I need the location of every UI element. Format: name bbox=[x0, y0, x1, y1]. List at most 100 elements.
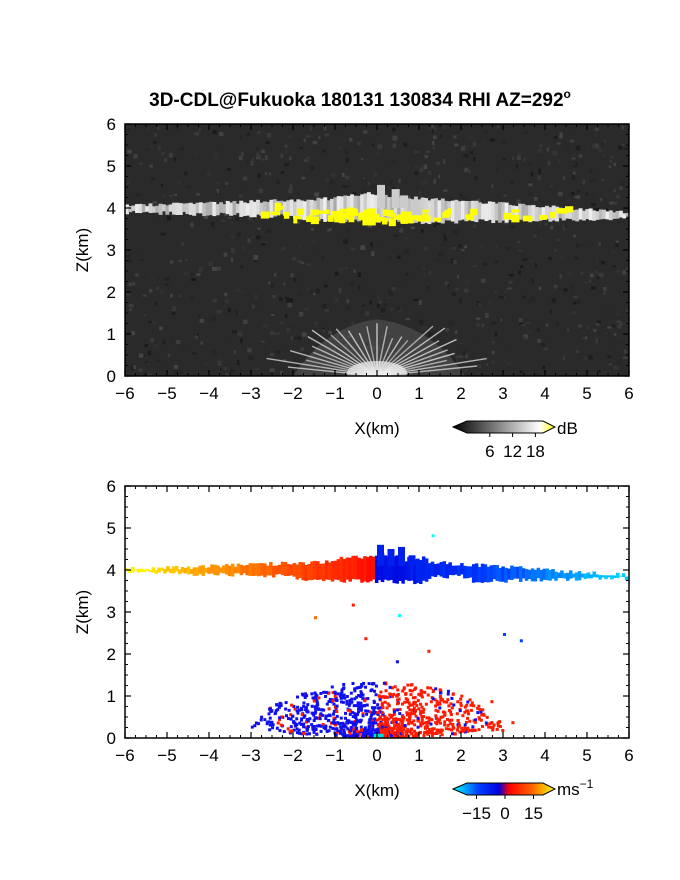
y-tick-label: 2 bbox=[107, 645, 116, 664]
noise-speck bbox=[444, 302, 449, 305]
noise-speck bbox=[256, 227, 261, 231]
strong-echo-cell bbox=[360, 213, 369, 218]
velocity-echo-cell bbox=[357, 732, 361, 736]
velocity-echo-cell bbox=[383, 700, 387, 704]
noise-speck bbox=[499, 296, 504, 299]
snr-colorbar-unit: dB bbox=[557, 419, 578, 438]
velocity-echo-cell bbox=[305, 718, 309, 722]
noise-speck bbox=[564, 224, 568, 228]
noise-speck bbox=[419, 167, 424, 173]
velocity-echo-cell bbox=[388, 726, 392, 730]
noise-speck bbox=[131, 330, 135, 336]
cloud-column bbox=[501, 202, 506, 221]
noise-speck bbox=[363, 177, 366, 180]
velocity-echo-cell bbox=[371, 726, 375, 730]
velocity-echo-cell bbox=[332, 702, 336, 706]
velocity-echo-cell bbox=[433, 698, 437, 702]
noise-speck bbox=[286, 328, 291, 333]
noise-speck bbox=[491, 360, 496, 364]
velocity-echo-cell bbox=[332, 718, 336, 722]
velocity-echo-cell bbox=[367, 721, 371, 725]
velocity-echo-cell bbox=[398, 712, 402, 716]
noise-speck bbox=[247, 348, 252, 353]
noise-speck bbox=[264, 172, 268, 176]
noise-speck bbox=[442, 233, 446, 237]
velocity-echo-cell bbox=[355, 686, 359, 690]
noise-speck bbox=[294, 336, 298, 340]
cloud-column bbox=[612, 212, 617, 219]
velocity-echo-cell bbox=[333, 705, 337, 709]
noise-speck bbox=[461, 248, 465, 252]
noise-speck bbox=[230, 221, 233, 225]
velocity-echo-cell bbox=[461, 714, 465, 718]
noise-speck bbox=[396, 307, 401, 311]
cloud-column bbox=[487, 201, 492, 220]
velocity-cloud-column bbox=[310, 561, 314, 581]
cloud-column bbox=[461, 200, 465, 220]
noise-speck bbox=[510, 180, 513, 184]
velocity-echo-cell bbox=[363, 728, 367, 732]
velocity-echo-cell bbox=[289, 713, 293, 717]
velocity-cloud-column bbox=[180, 567, 185, 573]
noise-speck bbox=[442, 189, 448, 192]
cloud-column bbox=[585, 209, 590, 219]
velocity-echo-cell bbox=[446, 723, 450, 727]
velocity-echo-cell bbox=[419, 724, 423, 728]
strong-echo-cell bbox=[293, 215, 298, 224]
velocity-echo-cell bbox=[406, 705, 410, 709]
velocity-echo-cell bbox=[313, 706, 317, 710]
noise-speck bbox=[322, 329, 326, 332]
velocity-echo-cell bbox=[378, 709, 382, 713]
noise-speck bbox=[212, 129, 217, 135]
velocity-echo-cell bbox=[312, 711, 316, 715]
noise-speck bbox=[613, 365, 616, 370]
velocity-echo-cell bbox=[340, 690, 344, 694]
velocity-echo-cell bbox=[434, 721, 438, 725]
noise-speck bbox=[534, 372, 540, 376]
velocity-echo-cell bbox=[398, 725, 402, 729]
velocity-echo-cell bbox=[409, 720, 413, 724]
velocity-echo-cell bbox=[361, 693, 365, 697]
noise-speck bbox=[371, 143, 375, 147]
velocity-echo-cell bbox=[380, 721, 384, 725]
noise-speck bbox=[367, 224, 373, 228]
velocity-cloud-column bbox=[324, 560, 329, 580]
noise-speck bbox=[160, 184, 164, 187]
noise-speck bbox=[190, 296, 194, 301]
velocity-cloud-column bbox=[213, 564, 217, 576]
velocity-cloud-column bbox=[304, 564, 308, 581]
cloud-column bbox=[172, 202, 176, 215]
cloud-column bbox=[212, 201, 217, 217]
noise-speck bbox=[505, 247, 509, 250]
velocity-echo-cell bbox=[496, 724, 500, 728]
velocity-cloud-column bbox=[463, 565, 467, 579]
noise-speck bbox=[134, 273, 139, 277]
velocity-cloud-column bbox=[389, 560, 394, 580]
noise-speck bbox=[305, 156, 311, 161]
strong-echo-cell bbox=[369, 208, 376, 216]
velocity-echo-cell bbox=[390, 695, 394, 699]
velocity-echo-cell bbox=[273, 712, 277, 716]
noise-speck bbox=[389, 307, 394, 312]
noise-speck bbox=[547, 161, 551, 166]
velocity-echo-cell bbox=[409, 683, 413, 687]
noise-speck bbox=[349, 137, 353, 142]
cloud-column bbox=[387, 197, 392, 222]
noise-speck bbox=[310, 228, 314, 231]
cloud-column bbox=[286, 200, 291, 216]
velocity-echo-cell bbox=[370, 729, 374, 733]
velocity-echo-cell bbox=[348, 729, 352, 733]
velocity-echo-cell bbox=[295, 717, 299, 721]
velocity-echo-cell bbox=[395, 694, 399, 698]
velocity-echo-cell bbox=[300, 732, 304, 736]
velocity-echo-cell bbox=[392, 710, 396, 714]
colorbar-tick-label: −15 bbox=[462, 804, 491, 823]
cloud-column bbox=[350, 194, 355, 221]
velocity-echo-cell bbox=[318, 717, 322, 721]
strong-echo-cell bbox=[376, 217, 386, 222]
velocity-echo-cell bbox=[267, 712, 271, 716]
noise-speck bbox=[338, 267, 343, 271]
velocity-echo-cell bbox=[312, 728, 316, 732]
cloud-column bbox=[413, 196, 418, 223]
